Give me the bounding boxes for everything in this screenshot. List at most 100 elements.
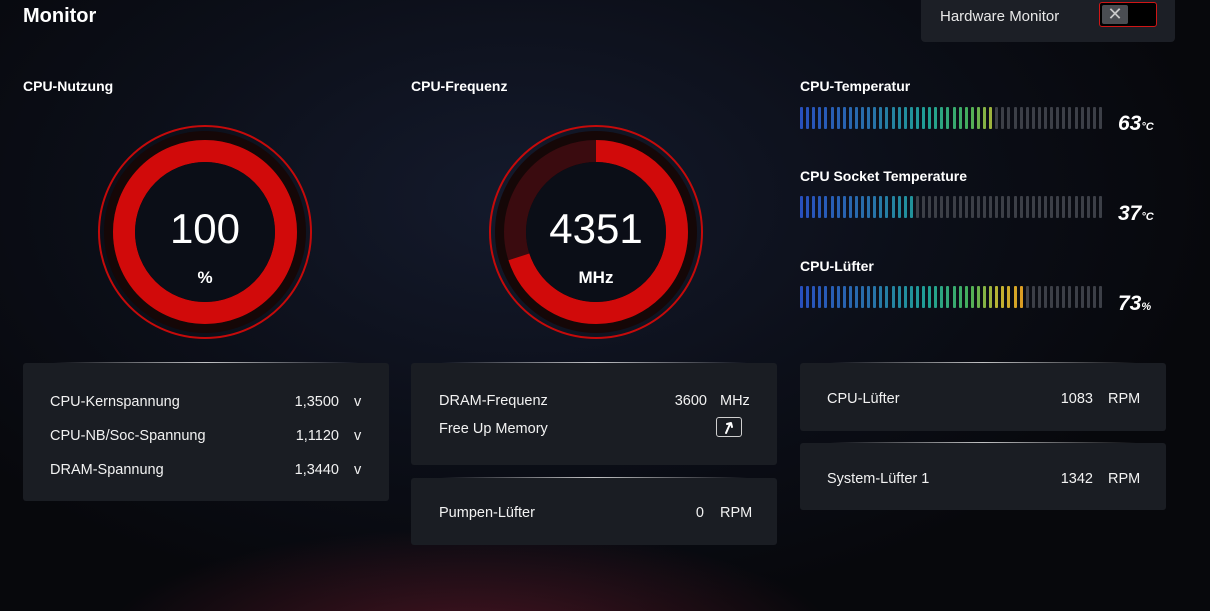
level-segment [1001,196,1005,218]
level-segment [1080,196,1084,218]
level-segment [812,107,816,129]
cpu-freq-unit: MHz [578,268,614,287]
level-segment [891,196,895,218]
level-segment [1031,107,1035,129]
level-segment [1044,196,1047,218]
cpu-fan-value: 1083 [1060,391,1093,407]
level-segment [1001,107,1005,129]
level-segment [915,107,919,129]
level-segment [842,107,846,129]
level-segment [848,107,852,129]
level-segment [940,107,944,129]
level-segment [1092,107,1096,129]
level-segment [946,107,950,129]
cpu-fan-label: CPU-Lüfter [827,391,900,407]
voltage-value: 1,1120 [295,428,339,444]
level-segment [1025,196,1029,218]
cpu-temp-unit: °C [1141,121,1154,133]
level-segment [1025,286,1029,308]
level-segment [800,196,803,218]
level-segment [873,196,877,218]
level-segment [818,286,822,308]
level-segment [909,107,913,129]
level-segment [1037,107,1041,129]
socket-temp-bar [800,196,1105,218]
level-segment [1013,196,1017,218]
level-segment [903,107,907,129]
voltage-label: CPU-Kernspannung [50,394,180,410]
level-segment [1031,286,1035,308]
level-segment [873,286,877,308]
level-segment [1098,286,1102,308]
level-segment [1056,286,1060,308]
level-segment [885,196,889,218]
level-segment [928,286,932,308]
level-segment [861,107,864,129]
level-segment [964,196,968,218]
socket-temp-value: 37 [1118,202,1142,225]
level-segment [1086,196,1090,218]
page-title: Monitor [23,5,97,27]
level-segment [842,196,846,218]
level-segment [946,196,950,218]
cpu-usage-gauge-graphic [98,125,312,339]
level-segment [1098,196,1102,218]
level-segment [879,196,883,218]
hardware-monitor-panel: Hardware Monitor ✕ [921,0,1175,42]
level-segment [983,107,986,129]
pump-fan-panel [411,477,777,545]
level-segment [1031,196,1035,218]
level-segment [879,107,883,129]
hardware-monitor-toggle[interactable]: ✕ [1099,2,1157,27]
level-segment [1062,107,1066,129]
level-segment [989,196,993,218]
level-segment [861,286,864,308]
level-segment [958,107,962,129]
level-segment [897,286,901,308]
level-segment [922,286,925,308]
level-segment [806,286,810,308]
level-segment [854,107,858,129]
level-segment [928,196,932,218]
level-segment [970,196,974,218]
dram-panel [411,362,777,465]
dram-freq-label: DRAM-Frequenz [439,393,548,409]
level-segment [1007,286,1011,308]
cpu-temp-readout: 63°C [1118,112,1154,136]
system-fan-unit: RPM [1108,471,1141,487]
level-segment [995,107,999,129]
level-segment [952,196,956,218]
level-segment [806,107,810,129]
cpu-usage-value: 100 [169,205,241,252]
level-segment [891,107,895,129]
level-segment [976,286,980,308]
cpu-fan-level-value: 73 [1118,292,1142,315]
close-icon: ✕ [1102,5,1128,24]
pump-fan-label: Pumpen-Lüfter [439,505,535,521]
level-segment [818,196,822,218]
level-segment [1050,196,1054,218]
level-segment [1044,107,1047,129]
level-segment [842,286,846,308]
cpu-fan-level-readout: 73% [1118,292,1151,316]
hardware-monitor-label: Hardware Monitor [940,8,1060,25]
level-segment [1013,107,1017,129]
socket-temp-readout: 37°C [1118,202,1154,226]
level-segment [867,107,871,129]
system-fan-value: 1342 [1060,471,1093,487]
free-up-memory-button[interactable] [716,417,742,437]
level-segment [1037,286,1041,308]
level-segment [1068,286,1072,308]
level-segment [946,286,950,308]
level-segment [861,196,864,218]
level-segment [854,286,858,308]
level-segment [1019,107,1023,129]
level-segment [989,286,993,308]
level-segment [867,196,871,218]
level-segment [958,286,962,308]
level-segment [909,286,913,308]
level-segment [1098,107,1102,129]
level-segment [1056,107,1060,129]
level-segment [1080,286,1084,308]
system-fan-panel [800,442,1166,510]
